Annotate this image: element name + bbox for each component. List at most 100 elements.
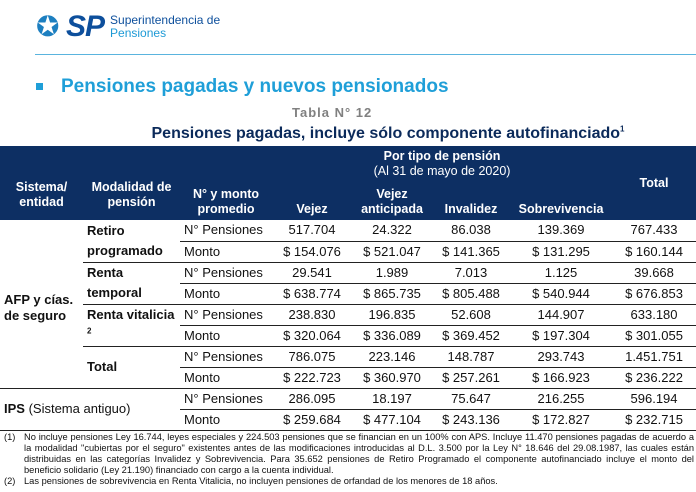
- sistema-ips: IPS (Sistema antiguo): [0, 387, 180, 430]
- footnote-text: No incluye pensiones Ley 16.744, leyes e…: [24, 431, 694, 475]
- value-cell: $ 259.684: [272, 408, 352, 430]
- value-cell: $ 232.715: [612, 408, 696, 430]
- table-row: IPS (Sistema antiguo) N° Pensiones 286.095…: [0, 387, 696, 430]
- value-cell: 517.704: [288, 222, 336, 238]
- value-cell: $ 236.222: [612, 366, 696, 388]
- sistema-afp: AFP y cías. de seguro: [4, 291, 74, 323]
- modalidad-text: Total: [87, 359, 118, 374]
- col-nmonto: N° y monto promedio: [180, 146, 272, 220]
- logo: ✪ SP Superintendencia de Pensiones: [36, 10, 220, 44]
- footnote-ref: 2: [87, 326, 92, 336]
- value-cell: 1.989: [352, 261, 432, 283]
- table-number: Tabla N° 12: [292, 105, 373, 120]
- value-cell: 139.369: [537, 222, 585, 238]
- value-cell: 18.197: [352, 387, 432, 409]
- value-cell: $ 369.452: [432, 324, 510, 346]
- col-vejez-anticipada: Vejez anticipada: [352, 183, 432, 220]
- date-label: (Al 31 de mayo de 2020): [373, 164, 511, 178]
- value-cell: $ 865.735: [352, 282, 432, 304]
- pensions-table: Sistema/ entidad Modalidad de pensión N°…: [0, 146, 696, 431]
- value-cell: 223.146: [352, 345, 432, 367]
- value-cell: $ 336.089: [352, 324, 432, 346]
- footnote-number: (2): [4, 475, 16, 486]
- value-cell: $ 166.923: [510, 366, 613, 388]
- value-cell: $ 805.488: [432, 282, 510, 304]
- value-cell: 144.907: [510, 303, 613, 325]
- table-row: Renta vitalicia 2 N° Pensiones 238.830 196.…: [0, 303, 696, 346]
- col-modalidad: Modalidad de pensión: [83, 146, 180, 220]
- col-por-tipo: Por tipo de pensión (Al 31 de mayo de 202…: [272, 146, 613, 183]
- table-title: Pensiones pagadas, incluye sólo componen…: [0, 124, 696, 144]
- amount-label: Monto: [180, 366, 272, 388]
- col-invalidez: Invalidez: [432, 183, 510, 220]
- table-title-text: Pensiones pagadas, incluye sólo componen…: [151, 125, 621, 142]
- count-label: N° Pensiones: [180, 303, 272, 325]
- value-cell: $ 243.136: [432, 408, 510, 430]
- value-cell: $ 131.295: [510, 240, 613, 262]
- modalidad-label: Retiro programado: [83, 220, 180, 262]
- section-title-text: Pensiones pagadas y nuevos pensionados: [61, 76, 449, 97]
- modalidad-text: Renta temporal: [87, 265, 142, 300]
- value-cell: $ 257.261: [432, 366, 510, 388]
- value-cell: 596.194: [612, 387, 696, 409]
- count-label: N° Pensiones: [180, 345, 272, 367]
- value-cell: $ 360.970: [352, 366, 432, 388]
- section-title: Pensiones pagadas y nuevos pensionados: [36, 75, 449, 98]
- modalidad-text: Renta vitalicia: [87, 307, 175, 322]
- value-cell: 29.541: [272, 261, 352, 283]
- value-cell: 767.433: [630, 222, 678, 238]
- logo-mark: SP: [66, 10, 105, 43]
- value-cell: 633.180: [612, 303, 696, 325]
- amount-label: Monto: [180, 282, 272, 304]
- value-cell: $ 172.827: [510, 408, 613, 430]
- star-logo-icon: ✪: [36, 11, 60, 42]
- ips-label: IPS: [4, 401, 25, 416]
- value-cell: $ 638.774: [272, 282, 352, 304]
- value-cell: 216.255: [510, 387, 613, 409]
- value-cell: $ 141.365: [432, 240, 510, 262]
- table-row: Total N° Pensiones 786.075 223.146 148.787 2…: [0, 345, 696, 388]
- modalidad-text: Retiro programado: [87, 222, 163, 258]
- value-cell: 293.743: [510, 345, 613, 367]
- org-name: Superintendencia de Pensiones: [110, 14, 220, 40]
- count-label: N° Pensiones: [180, 387, 272, 409]
- col-sistema: Sistema/ entidad: [0, 146, 83, 220]
- value-cell: 148.787: [432, 345, 510, 367]
- amount-label: Monto: [180, 408, 272, 430]
- por-tipo-label: Por tipo de pensión: [383, 149, 501, 163]
- value-cell: 786.075: [272, 345, 352, 367]
- value-cell: $ 540.944: [510, 282, 613, 304]
- footnote-2: (2) Las pensiones de sobrevivencia en Ren…: [4, 476, 694, 487]
- org-line-1: Superintendencia de: [110, 13, 221, 27]
- col-total: Total: [612, 146, 696, 220]
- table-row: Monto $ 259.684 $ 477.104 $ 243.136 $ 172.82…: [0, 408, 696, 430]
- table-row: Monto $ 320.064 $ 336.089 $ 369.452 $ 197.30…: [0, 324, 696, 346]
- col-sobrevivencia: Sobrevivencia: [510, 183, 613, 220]
- footnote-number: (1): [4, 431, 16, 442]
- value-cell: $ 160.144: [612, 240, 696, 262]
- footnote-1: (1) No incluye pensiones Ley 16.744, leye…: [4, 432, 694, 476]
- org-line-2: Pensiones: [110, 26, 167, 40]
- value-cell: 86.038: [451, 222, 491, 238]
- value-cell: 7.013: [432, 261, 510, 283]
- value-cell: 238.830: [272, 303, 352, 325]
- footnote-ref: 1: [620, 124, 625, 134]
- ips-sub-label: (Sistema antiguo): [24, 401, 131, 416]
- value-cell: $ 197.304: [510, 324, 613, 346]
- table-block: Sistema/ entidad Modalidad de pensión N°…: [0, 146, 696, 487]
- footnote-text: Las pensiones de sobrevivencia en Renta …: [24, 475, 498, 486]
- modalidad-label: Total: [83, 345, 180, 388]
- count-label: N° Pensiones: [184, 222, 263, 238]
- value-cell: 24.322: [372, 222, 412, 238]
- footnotes: (1) No incluye pensiones Ley 16.744, leye…: [4, 432, 694, 487]
- value-cell: $ 222.723: [272, 366, 352, 388]
- value-cell: 39.668: [612, 261, 696, 283]
- value-cell: 286.095: [272, 387, 352, 409]
- value-cell: $ 521.047: [352, 240, 432, 262]
- table-row: AFP y cías. de seguro Retiro programado N…: [0, 220, 696, 323]
- value-cell: $ 676.853: [612, 282, 696, 304]
- table-row: Monto $ 154.076 $ 521.047 $ 141.365 $ 131.29…: [0, 240, 696, 262]
- bullet-icon: [36, 83, 43, 90]
- col-vejez: Vejez: [272, 183, 352, 220]
- value-cell: $ 320.064: [272, 324, 352, 346]
